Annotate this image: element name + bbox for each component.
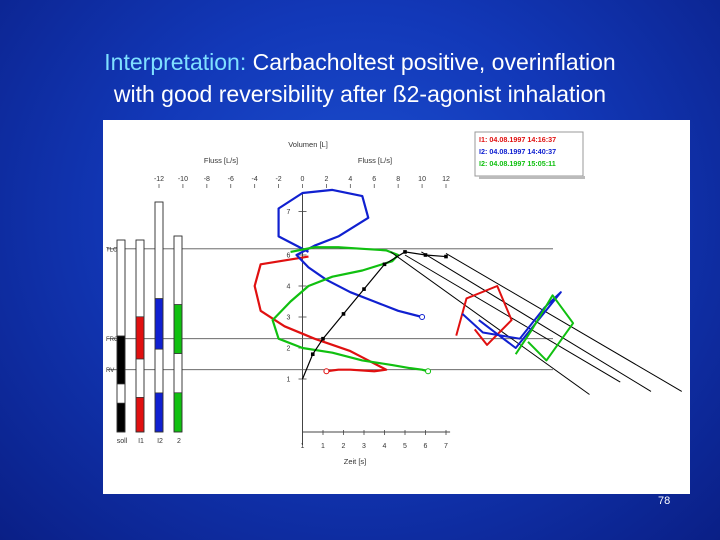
slide-title: Interpretation: Carbacholtest positive, … <box>0 46 720 110</box>
flow-volume-loop-I3 <box>271 246 429 373</box>
time-volume-point <box>341 312 346 316</box>
reference-line-label: TLC <box>106 247 118 253</box>
legend-entry: I2: 04.08.1997 15:05:11 <box>479 159 556 168</box>
column-segment <box>173 353 183 394</box>
volume-axis-label: Volumen [L] <box>288 140 328 149</box>
time-tick-label: 7 <box>444 443 448 450</box>
column-segment <box>135 397 145 433</box>
flow-volume-loop-I1 <box>253 255 388 373</box>
volume-tick-label: 3 <box>287 315 291 322</box>
loop-end-marker <box>425 368 432 375</box>
flow-tick-label: 12 <box>442 176 450 183</box>
column-segment <box>154 392 164 433</box>
column-segment <box>116 383 126 404</box>
column-segment <box>116 402 126 433</box>
time-tick-label: 4 <box>383 443 387 450</box>
legend-shadow <box>479 176 585 179</box>
flow-right-label: Fluss [L/s] <box>358 156 392 165</box>
column-segment <box>154 348 164 394</box>
title-line2: with good reversibility after ß2-agonist… <box>113 81 607 107</box>
time-volume-point <box>362 287 366 291</box>
column-outline <box>135 239 145 433</box>
time-volume-point <box>423 253 428 257</box>
time-volume-point <box>444 254 448 259</box>
time-tick-label: 2 <box>342 443 346 450</box>
expiration-line <box>404 254 621 383</box>
flow-tick-label: 10 <box>418 176 426 183</box>
flow-tick-label: -8 <box>204 176 210 183</box>
time-axis-label: Zeit [s] <box>344 457 367 466</box>
volume-tick-label: 1 <box>287 377 291 384</box>
volume-tick-label: 4 <box>287 284 291 291</box>
title-line1: Carbacholtest positive, overinflation <box>252 49 616 75</box>
column-label: I1 <box>138 438 144 445</box>
time-tick-label: 1 <box>301 443 305 450</box>
flow-tick-label: -4 <box>252 176 258 183</box>
flow-tick-label: 6 <box>372 176 376 183</box>
volume-tick-label: 7 <box>287 209 291 216</box>
legend-entry: I2: 04.08.1997 14:40:37 <box>479 147 556 156</box>
column-outline <box>116 239 126 433</box>
reference-line-label: FRC <box>106 337 119 343</box>
legend-entry: I1: 04.08.1997 14:16:37 <box>479 135 556 144</box>
column-segment <box>116 335 126 385</box>
loop-end-marker <box>419 314 426 320</box>
reference-line-label: RV <box>106 368 114 374</box>
title-prefix: Interpretation: <box>104 49 253 75</box>
time-volume-point <box>321 336 325 341</box>
flow-tick-label: 2 <box>324 176 328 183</box>
flow-tick-label: 4 <box>348 176 352 183</box>
flow-tick-label: 0 <box>301 176 305 183</box>
zigzag-loop <box>455 285 513 346</box>
column-segment <box>135 239 145 318</box>
flow-tick-label: -6 <box>228 176 234 183</box>
flow-tick-label: -12 <box>154 176 164 183</box>
time-tick-label: 1 <box>321 443 325 450</box>
column-outline <box>154 201 164 433</box>
column-segment <box>135 358 145 398</box>
column-segment <box>173 235 183 305</box>
zigzag-loop <box>514 294 575 362</box>
legend-box <box>474 131 584 177</box>
column-segment <box>173 304 183 354</box>
expiration-line <box>390 251 590 395</box>
flow-tick-label: -10 <box>178 176 188 183</box>
column-label: 2 <box>177 438 181 445</box>
column-segment <box>116 239 126 337</box>
spirometry-figure: Volumen [L] Fluss [L/s] Fluss [L/s] Zeit [s… <box>103 120 690 494</box>
time-tick-label: 3 <box>362 443 366 450</box>
loop-end-marker <box>323 368 330 375</box>
column-outline <box>173 235 183 433</box>
expiration-line <box>445 253 683 392</box>
time-volume-point <box>403 250 407 254</box>
column-label: I2 <box>157 438 163 445</box>
volume-tick-label: 2 <box>287 346 291 353</box>
flow-tick-label: -2 <box>275 176 281 183</box>
column-segment <box>154 298 164 350</box>
column-segment <box>154 201 164 299</box>
flow-tick-label: 8 <box>396 176 400 183</box>
slide-number: 78 <box>658 495 671 507</box>
column-label: soll <box>117 438 128 445</box>
flow-left-label: Fluss [L/s] <box>204 156 238 165</box>
time-tick-label: 6 <box>424 443 428 450</box>
time-volume-point <box>382 262 387 267</box>
flow-volume-chart: Volumen [L] Fluss [L/s] Fluss [L/s] Zeit [s… <box>106 131 683 466</box>
time-tick-label: 5 <box>403 443 407 450</box>
time-volume-point <box>310 352 315 356</box>
column-segment <box>135 316 145 360</box>
column-segment <box>173 392 183 433</box>
volume-tick-label: 6 <box>287 253 291 260</box>
flow-volume-loop-I2 <box>277 188 423 319</box>
